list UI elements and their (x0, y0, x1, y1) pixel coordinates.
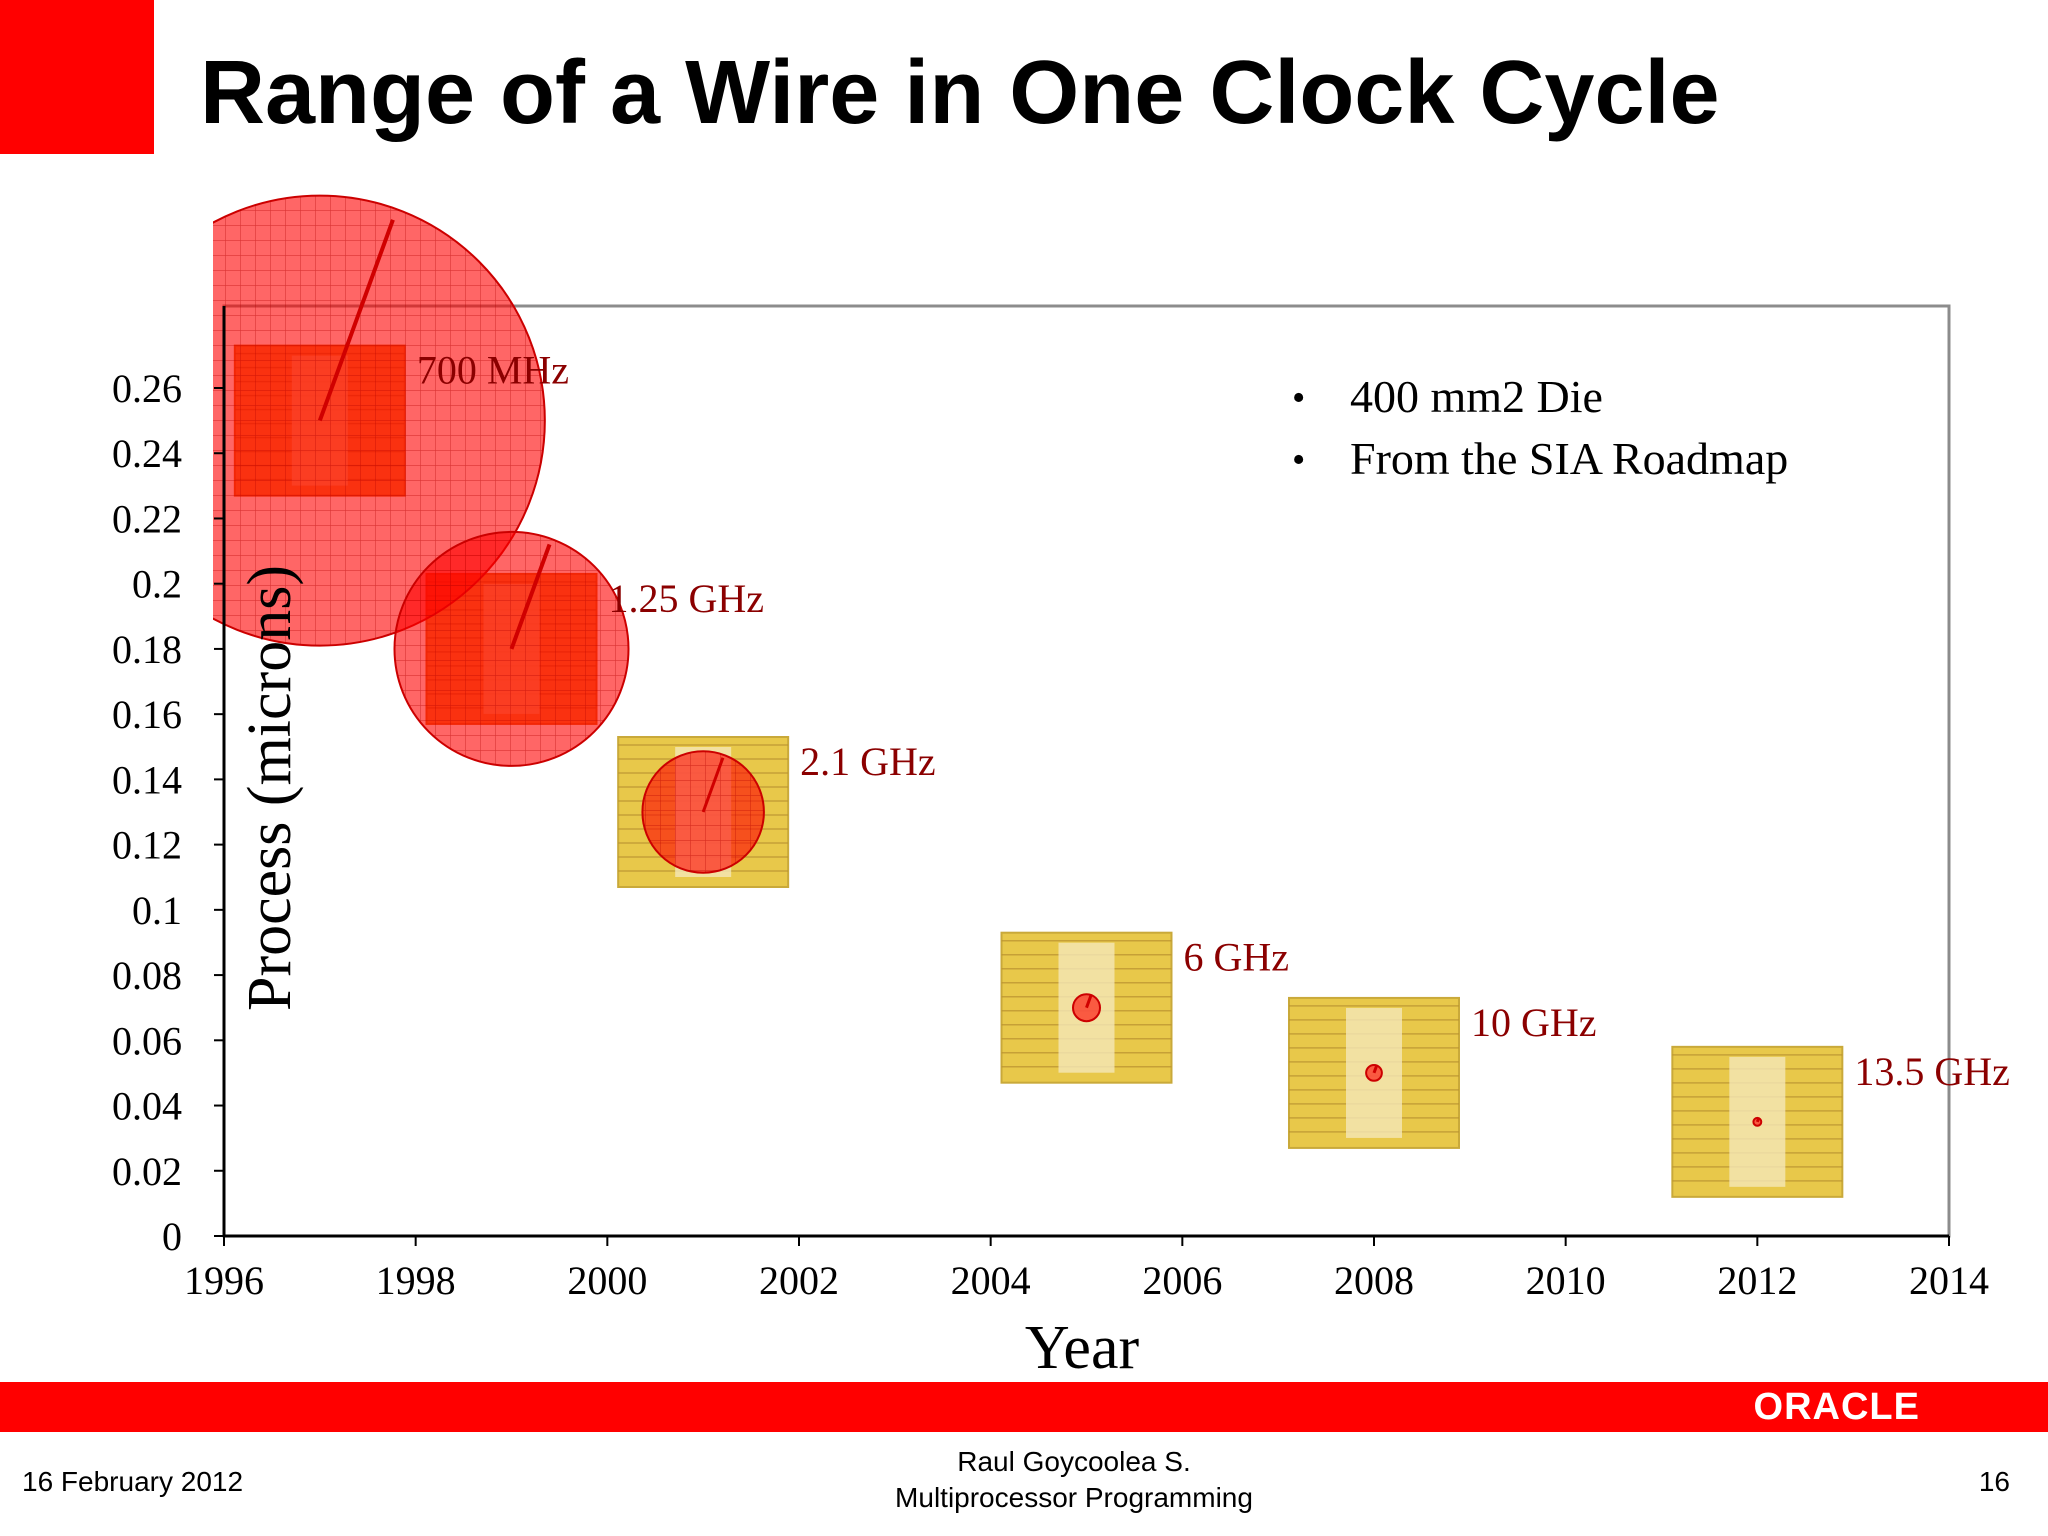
range-circle-layer (213, 194, 1763, 1127)
x-tick-label: 2002 (759, 1258, 839, 1303)
legend-item-die: 400 mm2 Die (1350, 371, 1603, 422)
legend-item-source: From the SIA Roadmap (1350, 433, 1788, 484)
y-tick-label: 0.18 (112, 627, 182, 672)
legend-bullet-2: • (1292, 439, 1305, 481)
footer-course: Multiprocessor Programming (895, 1482, 1253, 1513)
y-tick-label: 0.02 (112, 1149, 182, 1194)
wire-range-radius (1372, 1065, 1378, 1074)
frequency-label: 6 GHz (1184, 935, 1290, 980)
x-tick-label: 2012 (1717, 1258, 1797, 1303)
frequency-label: 700 MHz (417, 348, 569, 393)
x-axis-title: Year (1025, 1314, 1140, 1382)
wire-range-radius (317, 219, 395, 422)
footer-author-course: Raul Goycoolea S. Multiprocessor Program… (0, 1444, 2048, 1516)
wire-range-radius (1085, 995, 1093, 1009)
footer-author: Raul Goycoolea S. (957, 1446, 1191, 1477)
chart: 1996 1998 2000 2002 2004 2006 2008 2010 2012 2014… (112, 194, 2010, 1382)
frequency-label: 10 GHz (1471, 1000, 1597, 1045)
x-tick-label: 2000 (567, 1258, 647, 1303)
frequency-label: 1.25 GHz (609, 576, 765, 621)
y-tick-label: 0.24 (112, 431, 182, 476)
x-tick-label: 2010 (1526, 1258, 1606, 1303)
y-tick-label: 0.16 (112, 692, 182, 737)
page-number: 16 (1978, 1466, 2010, 1497)
y-tick-label: 0.26 (112, 366, 182, 411)
wire-range-radius (701, 757, 725, 813)
x-tick-label: 2008 (1334, 1258, 1414, 1303)
y-tick-label: 0.04 (112, 1084, 182, 1129)
y-axis-title: Process (microns) (236, 565, 304, 1011)
wire-range-radius (1755, 1117, 1761, 1123)
legend-bullet-1: • (1292, 377, 1305, 419)
oracle-logo: ORACLE (1753, 1386, 1920, 1428)
x-tick-label: 1996 (184, 1258, 264, 1303)
frequency-label: 2.1 GHz (800, 739, 936, 784)
label-layer: 700 MHz 1.25 GHz 2.1 GHz 6 GHz 10 GHz 13.5 GH… (417, 348, 2010, 1094)
x-tick-label: 1998 (376, 1258, 456, 1303)
slide-title: Range of a Wire in One Clock Cycle (200, 43, 1720, 143)
footer-bar (0, 1382, 2048, 1432)
y-tick-label: 0.06 (112, 1018, 182, 1063)
y-tick-label: 0 (162, 1214, 182, 1259)
x-tick-label: 2014 (1909, 1258, 1989, 1303)
y-tick-label: 0.22 (112, 496, 182, 541)
y-tick-label: 0.1 (132, 888, 182, 933)
y-tick-label: 0.14 (112, 757, 182, 802)
frequency-label: 13.5 GHz (1854, 1049, 2010, 1094)
legend: • 400 mm2 Die • From the SIA Roadmap (1292, 371, 1788, 484)
y-tick-label: 0.08 (112, 953, 182, 998)
wire-range-radius (509, 543, 552, 650)
axes-layer: 1996 1998 2000 2002 2004 2006 2008 2010 2012 2014… (112, 306, 1989, 1303)
x-tick-label: 2004 (951, 1258, 1031, 1303)
wire-range-grid (213, 195, 545, 646)
x-tick-label: 2006 (1142, 1258, 1222, 1303)
red-corner-block (0, 0, 154, 154)
y-tick-label: 0.12 (112, 823, 182, 868)
footer-date: 16 February 2012 (22, 1466, 244, 1497)
y-tick-label: 0.2 (132, 562, 182, 607)
